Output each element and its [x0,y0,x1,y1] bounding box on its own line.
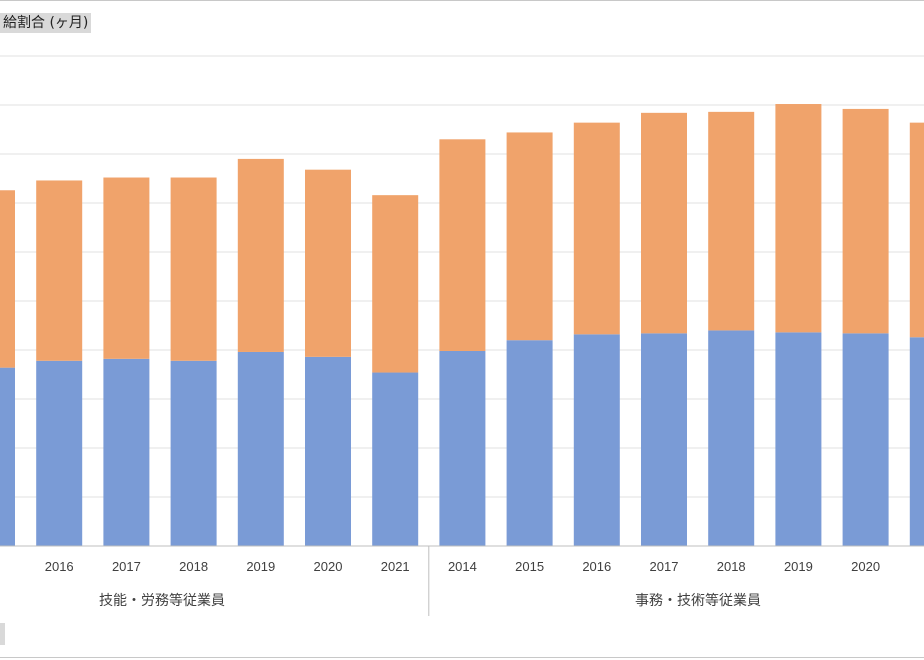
bar-series-2 [103,177,150,359]
bar-series-1 [506,340,553,546]
bar-series-2 [439,139,486,351]
x-tick-label: 2016 [582,559,611,574]
x-tick-label: 2021 [381,559,410,574]
bar-series-1 [842,333,889,546]
bar-series-2 [237,158,284,352]
bar-series-1 [103,358,150,546]
group-label: 技能・労務等従業員 [99,592,225,609]
bar-series-2 [305,169,351,357]
bar-series-2 [909,122,924,338]
bar-series-2 [708,111,755,331]
x-tick-label: 2016 [45,559,74,574]
bar-series-2 [372,195,419,373]
bar-series-1 [775,332,822,546]
x-tick-label: 2020 [851,559,880,574]
x-tick-label: 2019 [784,559,813,574]
x-tick-label: 2015 [515,559,544,574]
x-tick-label: 2018 [179,559,208,574]
bar-series-1 [36,360,83,546]
bar-series-1 [305,356,351,546]
bar-series-2 [641,112,687,334]
group-label: 事務・技術等従業員 [635,592,761,609]
legend-stub [0,623,5,645]
x-tick-label: 2014 [448,559,477,574]
bar-series-1 [641,333,687,546]
bar-series-1 [909,337,924,546]
bar-series-2 [506,132,553,341]
bar-series-2 [170,177,217,361]
bar-series-2 [775,104,822,333]
bar-series-1 [0,367,15,546]
bar-series-2 [573,122,620,335]
x-tick-label: 2019 [246,559,275,574]
bar-series-1 [170,360,217,546]
bar-series-1 [439,350,486,546]
frame-top-border [0,0,924,1]
bar-series-2 [0,190,15,368]
bar-series-1 [708,330,755,546]
bar-series-2 [36,180,83,361]
x-tick-label: 2017 [650,559,679,574]
chart-title: 給割合 (ヶ月) [0,13,92,33]
bar-series-1 [237,351,284,546]
x-tick-label: 2020 [314,559,343,574]
x-tick-label: 2017 [112,559,141,574]
x-tick-label: 2018 [717,559,746,574]
frame-bottom-border [0,657,924,658]
bar-series-1 [372,372,419,546]
bar-series-2 [842,108,889,334]
bar-series-1 [573,334,620,546]
